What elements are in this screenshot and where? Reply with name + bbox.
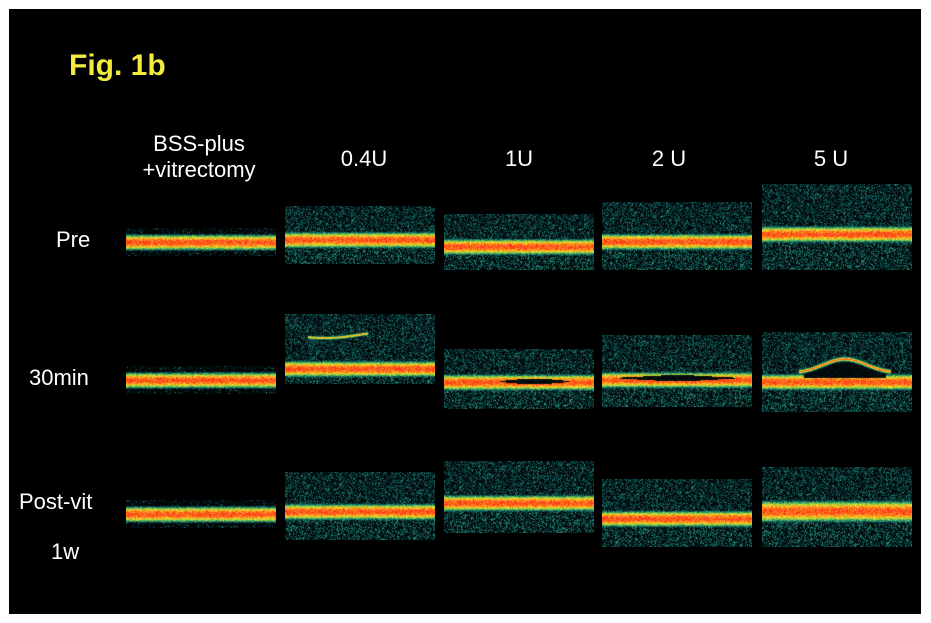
figure-panel: Fig. 1b BSS-plus +vitrectomy 0.4U 1U 2 U… [9,9,921,614]
column-label-2u: 2 U [609,146,729,172]
column-label-line1: BSS-plus [153,131,245,156]
column-label-5u: 5 U [771,146,891,172]
row-label-30min: 30min [29,365,89,390]
oct-scan-pre-5u [762,184,912,270]
column-label-line1: 2 U [651,146,687,171]
oct-scan-postvit-0-4u [285,472,435,540]
oct-scan-postvit-1u [444,461,594,533]
oct-scan-pre-0-4u [285,206,435,264]
column-label-line2: +vitrectomy [142,157,256,182]
column-label-0-4u: 0.4U [299,146,429,172]
oct-scan-30min-bss-vitrectomy [126,366,276,394]
oct-scan-30min-1u [444,349,594,409]
oct-scan-pre-bss-vitrectomy [126,228,276,256]
oct-scan-postvit-5u [762,467,912,547]
oct-scan-postvit-2u [602,479,752,547]
figure-title: Fig. 1b [69,49,166,82]
oct-scan-30min-2u [602,335,752,407]
oct-scan-postvit-bss-vitrectomy [126,500,276,528]
row-label-pre: Pre [56,227,91,252]
oct-scan-pre-2u [602,202,752,270]
column-label-line1: 0.4U [340,146,388,171]
oct-scan-pre-1u [444,214,594,270]
column-label-line1: 1U [504,146,534,171]
row-label-line2: 1w [51,539,80,564]
oct-scan-30min-0-4u [285,314,435,384]
column-label-1u: 1U [459,146,579,172]
oct-scan-30min-5u [762,332,912,412]
column-label-line1: 5 U [813,146,849,171]
row-label-line1: Post-vit [19,489,93,514]
row-label-post-vit: Post-vit 1w [19,477,92,577]
column-label-bss-vitrectomy: BSS-plus +vitrectomy [109,131,289,183]
